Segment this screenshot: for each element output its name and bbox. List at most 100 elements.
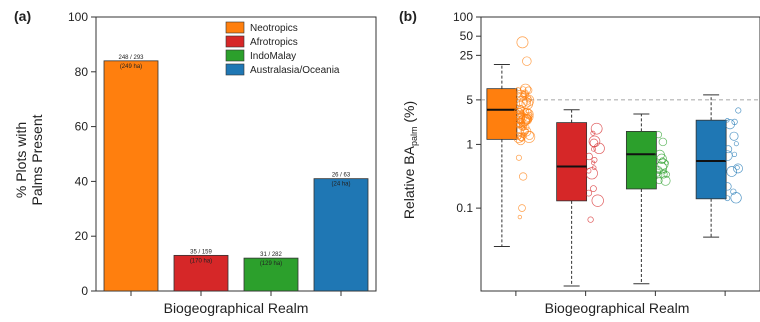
data-point: [518, 96, 531, 109]
data-point: [525, 95, 532, 103]
data-point: [515, 100, 526, 112]
bar-neotropics: [103, 60, 159, 292]
legend-entry: IndoMalay: [250, 51, 296, 62]
data-point: [519, 172, 528, 181]
panel-a-frame: [95, 16, 377, 292]
panel-a-y-tick-label: 20: [75, 229, 89, 243]
data-point: [516, 36, 529, 49]
data-point: [518, 111, 526, 119]
box-indomalay: [625, 113, 671, 285]
data-point: [659, 169, 668, 179]
bar-indomalay: [243, 257, 299, 292]
legend-swatch: [225, 21, 245, 34]
box-australasia-oceania: [695, 94, 743, 238]
data-point: [514, 131, 523, 140]
panel-a-bars: 248 / 293 (249 ha) 35 / 159 (170 ha) 31 / 28…: [103, 55, 369, 292]
data-point: [726, 166, 738, 177]
box-iqr: [556, 122, 588, 202]
data-point: [590, 146, 597, 152]
data-point: [514, 87, 522, 95]
data-point: [588, 135, 601, 148]
panel-b-axes: 0.1 1 5 25 50 100: [453, 10, 760, 296]
bar-area-label: (249 ha): [120, 64, 142, 70]
data-point: [664, 160, 669, 166]
data-point: [657, 158, 669, 170]
legend-swatch: [225, 63, 245, 76]
bar-australasia-oceania: [313, 178, 369, 292]
panel-b-y-tick-label: 25: [460, 48, 474, 62]
data-point: [525, 131, 534, 140]
data-point: [653, 168, 662, 177]
data-point: [733, 163, 743, 174]
data-point: [590, 160, 596, 165]
box-afrotropics: [556, 109, 605, 287]
panel-b-y-tick-label: 5: [466, 93, 473, 107]
data-point: [730, 192, 742, 204]
data-point: [724, 145, 733, 154]
panel-a-y-tick-label: 100: [68, 10, 88, 24]
data-point: [724, 195, 731, 202]
panel-a-y-tick-label: 60: [75, 120, 89, 134]
data-point: [660, 175, 671, 186]
data-point: [523, 111, 534, 122]
data-point: [730, 188, 737, 195]
panel-b-label: (b): [399, 8, 417, 24]
bar-area-label: (129 ha): [260, 261, 282, 267]
data-point: [655, 171, 663, 179]
panel-a-y-tick-label: 0: [81, 284, 88, 298]
legend-swatch: [225, 35, 245, 48]
data-point: [585, 189, 593, 197]
data-point: [513, 112, 526, 124]
data-point: [591, 165, 597, 171]
data-point: [515, 135, 526, 146]
box-iqr: [486, 88, 518, 140]
panel-b-y-tick-label: 1: [466, 137, 473, 151]
legend-entry: Afrotropics: [250, 37, 298, 48]
panel-a-y-axis-label-line1: % Plots with: [13, 122, 29, 198]
panel-a-label: (a): [14, 8, 31, 24]
legend-entry: Australasia/Oceania: [250, 65, 340, 76]
panel-a-axes: 0 20 40 60 80 100: [68, 10, 377, 298]
panel-b-y-axis-label-subscript: palm: [409, 127, 419, 147]
data-point: [733, 141, 739, 147]
panel-a-y-tick-label: 80: [75, 65, 89, 79]
legend-entry: Neotropics: [250, 23, 298, 34]
data-point: [514, 104, 525, 115]
data-point: [593, 142, 605, 155]
panel-b-y-tick-label: 50: [460, 29, 474, 43]
data-point: [525, 100, 531, 105]
data-point: [663, 171, 670, 178]
data-point: [658, 137, 668, 147]
data-point: [655, 177, 663, 185]
data-point: [516, 92, 522, 98]
data-point: [522, 56, 532, 66]
data-point: [521, 114, 533, 125]
data-point: [590, 185, 597, 192]
data-point: [520, 83, 531, 95]
panel-b-y-axis-label-unit: (%): [401, 101, 417, 127]
panel-b-box-plot: (b) Biogeographical Realm Relative BApal…: [399, 8, 760, 316]
data-point: [590, 130, 596, 136]
panel-b-x-axis-label: Biogeographical Realm: [545, 300, 690, 316]
bar-area-label: (24 ha): [331, 182, 350, 188]
data-point: [590, 122, 603, 135]
data-point: [518, 118, 525, 125]
panel-a-legend: Neotropics Afrotropics IndoMalay Australasi…: [225, 21, 340, 76]
data-point: [724, 119, 736, 130]
panel-b-y-axis-label-main: Relative BA: [401, 145, 417, 219]
data-point: [513, 132, 524, 144]
data-point: [591, 194, 604, 207]
data-point: [518, 122, 526, 129]
data-point: [654, 131, 663, 139]
panel-b-y-axis-label: Relative BApalm (%): [401, 101, 419, 219]
data-point: [731, 151, 738, 157]
panel-a-y-axis-label-line2: Palms Present: [29, 114, 45, 205]
data-point: [585, 152, 593, 161]
data-point: [654, 149, 665, 160]
panel-b-y-tick-label: 0.1: [456, 201, 473, 215]
data-point: [734, 165, 740, 171]
panel-b-frame: [480, 16, 760, 292]
bar-area-label: (170 ha): [190, 258, 212, 264]
data-point: [515, 154, 522, 161]
